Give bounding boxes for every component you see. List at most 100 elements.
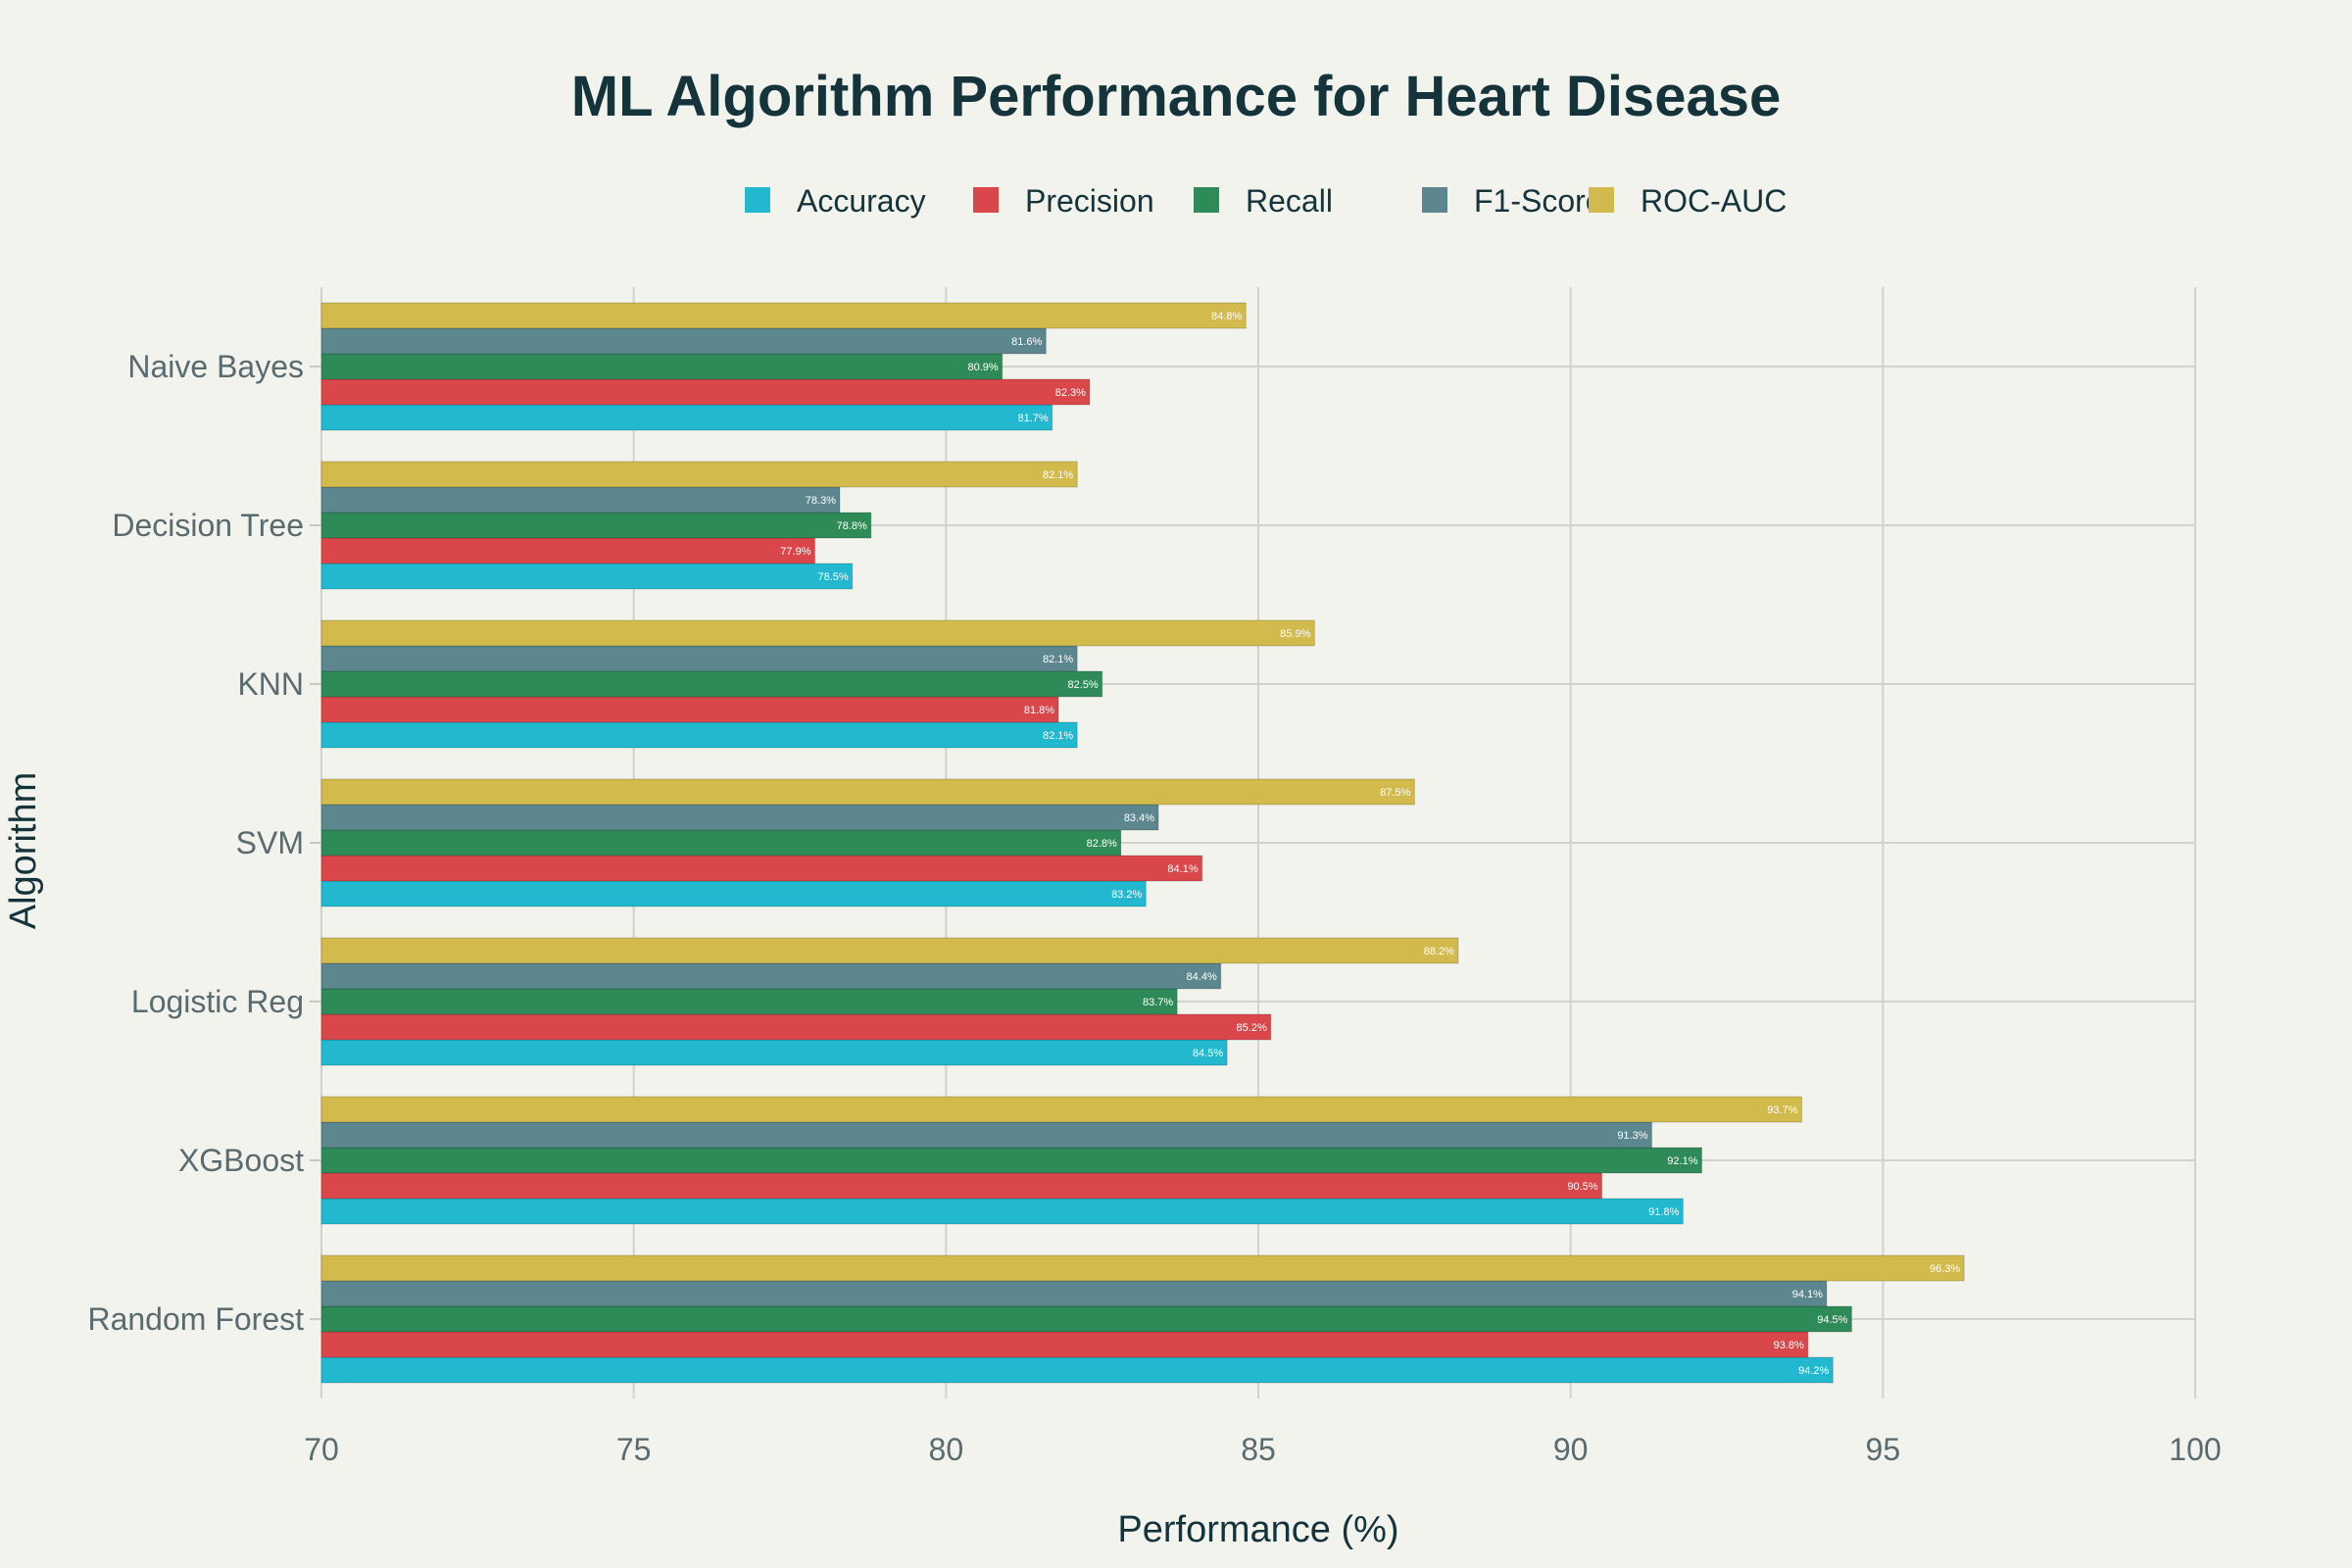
x-tick-labels: 70 75 80 85 90 95 100	[304, 1432, 2221, 1467]
data-label: 77.9%	[780, 546, 810, 558]
bar-precision	[320, 1172, 1603, 1200]
data-label: 88.2%	[1424, 946, 1454, 957]
bar-accuracy	[320, 880, 1147, 907]
data-label: 81.8%	[1024, 705, 1054, 716]
bar-recall	[320, 670, 1103, 698]
bar-accuracy	[320, 1356, 1834, 1384]
bar-accuracy	[320, 404, 1054, 431]
data-label: 93.8%	[1774, 1340, 1804, 1351]
bar-recall	[320, 1305, 1852, 1333]
x-tick-label: 95	[1866, 1432, 1901, 1467]
data-label: 84.5%	[1193, 1048, 1223, 1059]
data-label: 83.7%	[1143, 997, 1173, 1008]
data-label: 81.7%	[1017, 413, 1048, 424]
bar-f1-score	[320, 486, 841, 514]
data-label: 80.9%	[967, 362, 998, 373]
legend-swatch	[1589, 187, 1614, 213]
bar-roc-auc	[320, 302, 1247, 329]
data-label: 83.2%	[1111, 889, 1142, 901]
y-axis-title: Algorithm	[3, 772, 44, 930]
bar-roc-auc	[320, 619, 1315, 647]
legend-label: Recall	[1246, 183, 1333, 219]
bar-roc-auc	[320, 778, 1415, 806]
data-label: 82.8%	[1087, 838, 1117, 850]
legend-swatch	[1194, 187, 1219, 213]
bar-f1-score	[320, 1121, 1653, 1149]
bar-precision	[320, 1331, 1809, 1358]
data-label: 94.5%	[1817, 1314, 1847, 1326]
category-label: Random Forest	[87, 1301, 304, 1337]
data-label: 78.5%	[818, 571, 849, 583]
bar-roc-auc	[320, 1096, 1802, 1123]
data-label: 82.5%	[1067, 679, 1098, 691]
category-label: Decision Tree	[112, 508, 304, 543]
chart-title: ML Algorithm Performance for Heart Disea…	[571, 65, 1781, 128]
bar-accuracy	[320, 721, 1078, 749]
bar-recall	[320, 512, 872, 539]
bar-f1-score	[320, 1280, 1828, 1307]
legend: Accuracy Precision Recall F1-Score ROC-AUC	[745, 183, 1787, 219]
bars	[320, 302, 1965, 1384]
data-label: 94.2%	[1798, 1365, 1829, 1377]
x-axis-title: Performance (%)	[1117, 1509, 1398, 1550]
legend-swatch	[973, 187, 999, 213]
data-label: 94.1%	[1792, 1289, 1823, 1300]
x-tick-label: 90	[1553, 1432, 1589, 1467]
bar-roc-auc	[320, 937, 1459, 964]
bar-precision	[320, 537, 815, 564]
data-label: 82.1%	[1043, 654, 1073, 665]
data-label: 85.9%	[1280, 628, 1310, 640]
bar-accuracy	[320, 563, 854, 590]
category-label: Logistic Reg	[131, 984, 304, 1019]
bar-recall	[320, 829, 1122, 857]
data-label: 81.6%	[1011, 336, 1042, 348]
bar-recall	[320, 988, 1178, 1015]
data-label: 90.5%	[1567, 1181, 1597, 1193]
data-label: 84.8%	[1211, 311, 1242, 322]
data-label: 82.3%	[1055, 387, 1086, 399]
bar-recall	[320, 1147, 1703, 1174]
data-label: 82.1%	[1043, 730, 1073, 742]
data-label: 91.3%	[1617, 1130, 1647, 1142]
data-label: 96.3%	[1930, 1263, 1960, 1275]
bar-precision	[320, 696, 1059, 723]
data-label: 78.8%	[837, 520, 867, 532]
bar-precision	[320, 1013, 1272, 1041]
data-label: 84.1%	[1167, 863, 1198, 875]
data-label: 85.2%	[1237, 1022, 1267, 1034]
legend-swatch	[745, 187, 770, 213]
bar-f1-score	[320, 962, 1222, 990]
category-label: SVM	[236, 825, 304, 860]
data-label: 92.1%	[1667, 1155, 1697, 1167]
x-tick-label: 85	[1241, 1432, 1276, 1467]
bar-f1-score	[320, 327, 1047, 355]
category-label: XGBoost	[178, 1143, 304, 1178]
legend-label: Accuracy	[797, 183, 926, 219]
bar-f1-score	[320, 804, 1159, 831]
data-label: 83.4%	[1124, 812, 1154, 824]
data-label: 78.3%	[806, 495, 836, 507]
data-label: 84.4%	[1187, 971, 1217, 983]
legend-label: F1-Score	[1474, 183, 1603, 219]
legend-swatch	[1422, 187, 1447, 213]
category-label: Naive Bayes	[127, 349, 304, 384]
bar-accuracy	[320, 1198, 1684, 1225]
category-labels: Naive Bayes Decision Tree KNN SVM Logistic R…	[87, 349, 304, 1337]
category-label: KNN	[237, 666, 304, 702]
legend-label: Precision	[1025, 183, 1154, 219]
x-tick-label: 75	[616, 1432, 652, 1467]
x-tick-label: 70	[304, 1432, 339, 1467]
bar-accuracy	[320, 1039, 1228, 1066]
x-tick-label: 80	[929, 1432, 964, 1467]
bar-precision	[320, 855, 1203, 882]
data-labels: 81.7% 82.3% 80.9% 81.6% 84.8% 78.5% 77.9% 78.8%…	[780, 311, 1960, 1377]
bar-recall	[320, 353, 1004, 380]
x-tick-label: 100	[2169, 1432, 2221, 1467]
data-label: 82.1%	[1043, 469, 1073, 481]
bar-roc-auc	[320, 461, 1078, 488]
bar-roc-auc	[320, 1254, 1965, 1282]
bar-precision	[320, 378, 1091, 406]
legend-label: ROC-AUC	[1641, 183, 1787, 219]
